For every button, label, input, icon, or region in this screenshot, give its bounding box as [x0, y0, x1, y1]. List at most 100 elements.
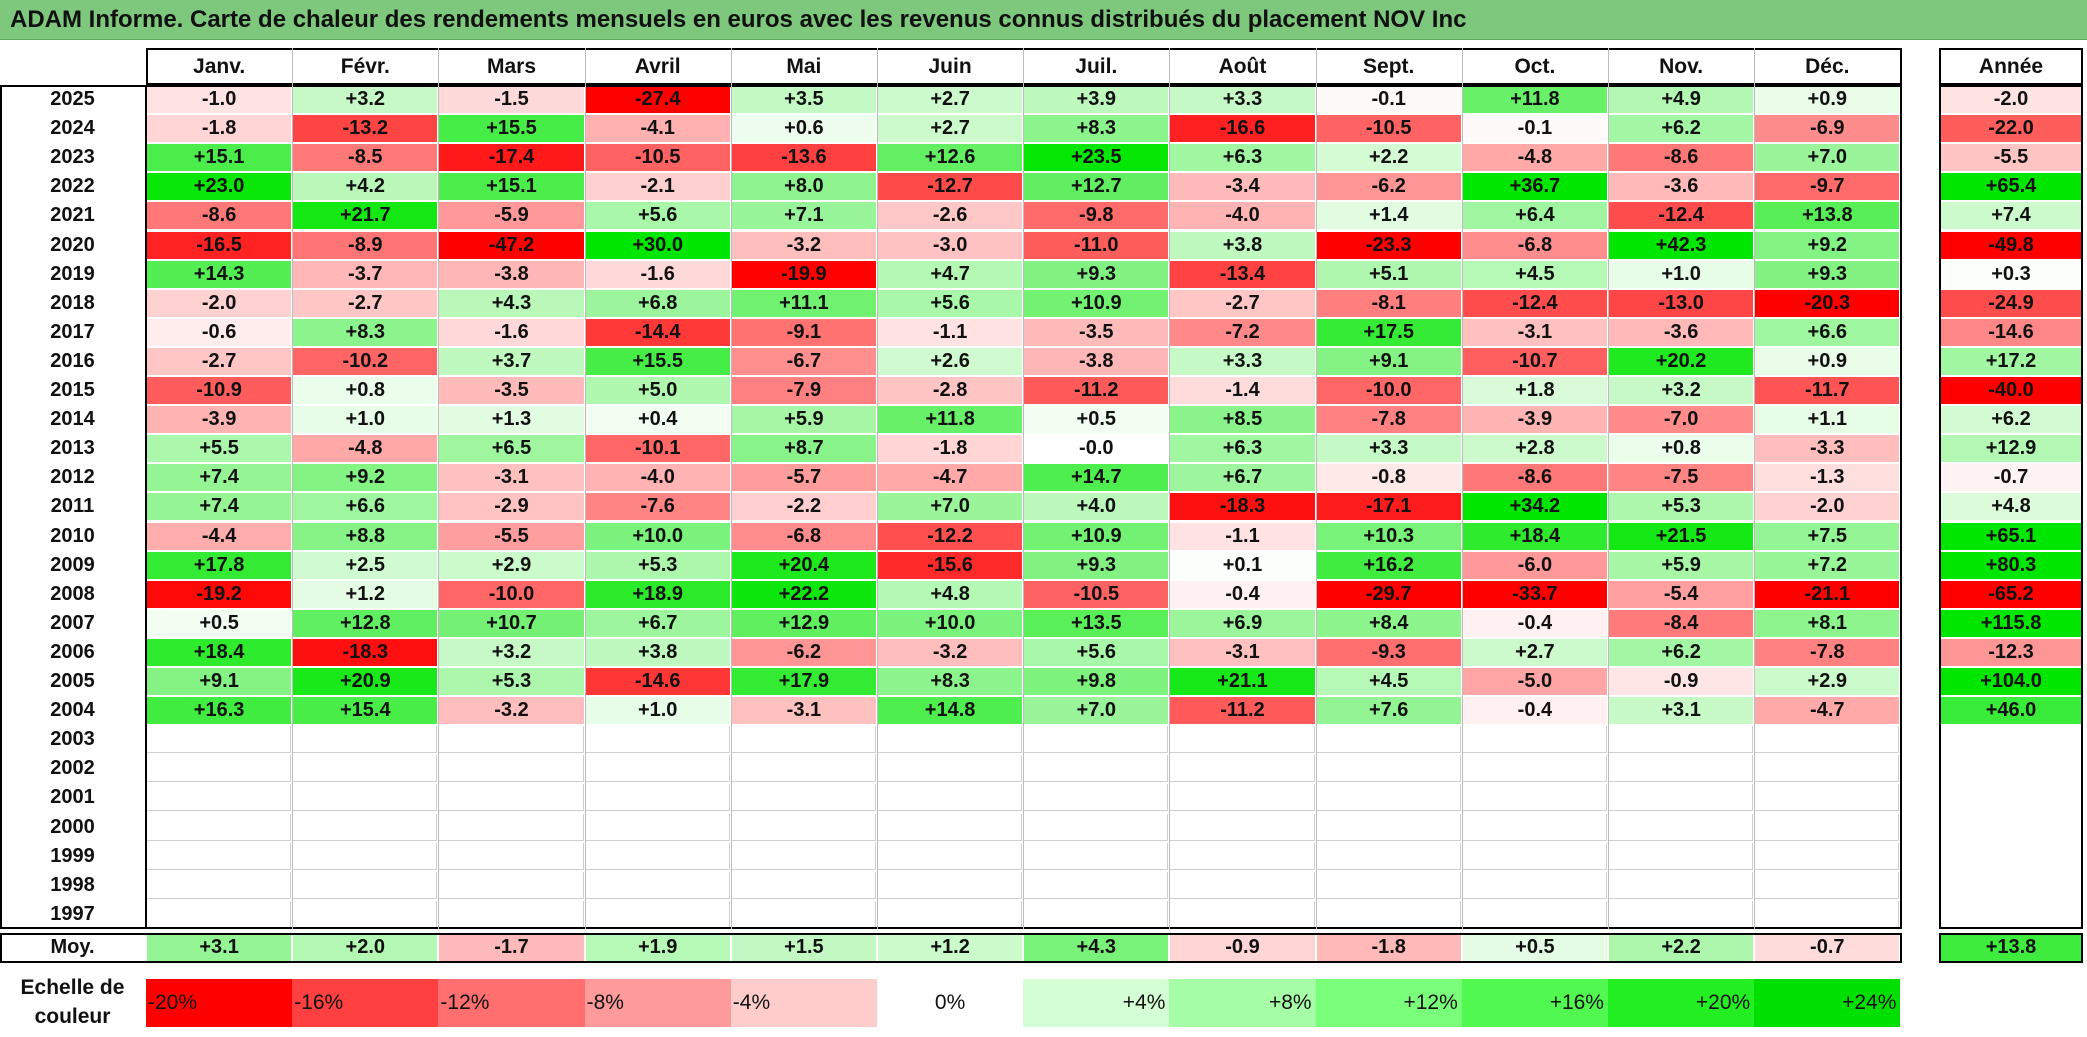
cell-2000-1	[147, 813, 292, 841]
cell-1998-7	[1024, 871, 1169, 899]
cell-2020-1: -16.5	[147, 231, 292, 259]
column-separator	[1461, 48, 1463, 929]
cell-2025-5: +3.5	[731, 86, 876, 114]
cell-2012-11: -7.5	[1609, 464, 1754, 492]
year-label-2000: 2000	[0, 812, 145, 842]
cell-2002-5	[731, 755, 876, 783]
month-header-11: Nov.	[1608, 48, 1755, 85]
cell-2011-7: +4.0	[1024, 493, 1169, 521]
cell-2011-2: +6.6	[293, 493, 438, 521]
cell-2022-4: -2.1	[585, 173, 730, 201]
scale-stop-7: +4%	[1023, 978, 1170, 1027]
column-separator	[438, 48, 440, 929]
cell-2020-9: -23.3	[1316, 231, 1461, 259]
scale-stop-9: +12%	[1315, 978, 1462, 1027]
cell-2009-4: +5.3	[585, 551, 730, 579]
cell-2015-10: +1.8	[1462, 377, 1607, 405]
cell-2015-3: -3.5	[439, 377, 584, 405]
cell-2003-8	[1170, 726, 1315, 754]
cell-2020-4: +30.0	[585, 231, 730, 259]
cell-2017-1: -0.6	[147, 318, 292, 346]
cell-2013-3: +6.5	[439, 435, 584, 463]
cell-2021-12: +13.8	[1755, 202, 1900, 230]
cell-2018-4: +6.8	[585, 289, 730, 317]
year-label-2016: 2016	[0, 346, 145, 376]
cell-2010-2: +8.8	[293, 522, 438, 550]
year-label-2006: 2006	[0, 637, 145, 667]
cell-2013-9: +3.3	[1316, 435, 1461, 463]
cell-2008-6: +4.8	[878, 580, 1023, 608]
cell-1999-12	[1755, 842, 1900, 870]
cell-2023-1: +15.1	[147, 144, 292, 172]
scale-stop-11: +20%	[1608, 978, 1755, 1027]
cell-2009-11: +5.9	[1609, 551, 1754, 579]
cell-2001-11	[1609, 784, 1754, 812]
year-column-separator	[145, 85, 147, 929]
cell-2000-9	[1316, 813, 1461, 841]
month-header-7: Juil.	[1023, 48, 1170, 85]
cell-2004-3: -3.2	[439, 697, 584, 725]
year-label-2018: 2018	[0, 288, 145, 318]
cell-2014-6: +11.8	[878, 406, 1023, 434]
cell-2006-12: -7.8	[1755, 638, 1900, 666]
cell-2003-3	[439, 726, 584, 754]
cell-2003-5	[731, 726, 876, 754]
cell-2001-4	[585, 784, 730, 812]
month-header-3: Mars	[438, 48, 585, 85]
month-header-12: Déc.	[1754, 48, 1901, 85]
average-9: -1.8	[1316, 933, 1461, 962]
average-2: +2.0	[293, 933, 438, 962]
cell-1998-3	[439, 871, 584, 899]
cell-2006-10: +2.7	[1462, 638, 1607, 666]
cell-2024-5: +0.6	[731, 115, 876, 143]
cell-2019-6: +4.7	[878, 260, 1023, 288]
cell-2015-11: +3.2	[1609, 377, 1754, 405]
cell-2006-5: -6.2	[731, 638, 876, 666]
average-5: +1.5	[731, 933, 876, 962]
cell-2003-6	[878, 726, 1023, 754]
annual-2010: +65.1	[1940, 522, 2082, 550]
cell-1999-1	[147, 842, 292, 870]
cell-2013-2: -4.8	[293, 435, 438, 463]
cell-2022-10: +36.7	[1462, 173, 1607, 201]
scale-stop-10: +16%	[1461, 978, 1608, 1027]
cell-2023-3: -17.4	[439, 144, 584, 172]
annual-2005: +104.0	[1940, 668, 2082, 696]
cell-2013-11: +0.8	[1609, 435, 1754, 463]
cell-2010-11: +21.5	[1609, 522, 1754, 550]
cell-2024-3: +15.5	[439, 115, 584, 143]
cell-2001-9	[1316, 784, 1461, 812]
cell-2022-12: -9.7	[1755, 173, 1900, 201]
year-label-1999: 1999	[0, 841, 145, 871]
cell-2021-11: -12.4	[1609, 202, 1754, 230]
cell-2004-1: +16.3	[147, 697, 292, 725]
cell-2001-8	[1170, 784, 1315, 812]
cell-2025-8: +3.3	[1170, 86, 1315, 114]
cell-2008-2: +1.2	[293, 580, 438, 608]
cell-2010-8: -1.1	[1170, 522, 1315, 550]
cell-2014-7: +0.5	[1024, 406, 1169, 434]
cell-2007-11: -8.4	[1609, 609, 1754, 637]
annual-1998	[1940, 871, 2082, 899]
cell-2022-2: +4.2	[293, 173, 438, 201]
year-label-2005: 2005	[0, 667, 145, 697]
cell-2001-7	[1024, 784, 1169, 812]
annual-2018: -24.9	[1940, 289, 2082, 317]
cell-2009-12: +7.2	[1755, 551, 1900, 579]
cell-2021-5: +7.1	[731, 202, 876, 230]
cell-2008-12: -21.1	[1755, 580, 1900, 608]
annual-2001	[1940, 784, 2082, 812]
cell-2008-1: -19.2	[147, 580, 292, 608]
cell-2012-10: -8.6	[1462, 464, 1607, 492]
cell-2013-10: +2.8	[1462, 435, 1607, 463]
cell-2015-6: -2.8	[878, 377, 1023, 405]
cell-2008-9: -29.7	[1316, 580, 1461, 608]
scale-stop-6: 0%	[877, 978, 1024, 1027]
cell-2005-1: +9.1	[147, 668, 292, 696]
cell-2013-8: +6.3	[1170, 435, 1315, 463]
cell-2023-2: -8.5	[293, 144, 438, 172]
average-8: -0.9	[1170, 933, 1315, 962]
cell-2002-3	[439, 755, 584, 783]
cell-2017-11: -3.6	[1609, 318, 1754, 346]
year-label-2007: 2007	[0, 608, 145, 638]
